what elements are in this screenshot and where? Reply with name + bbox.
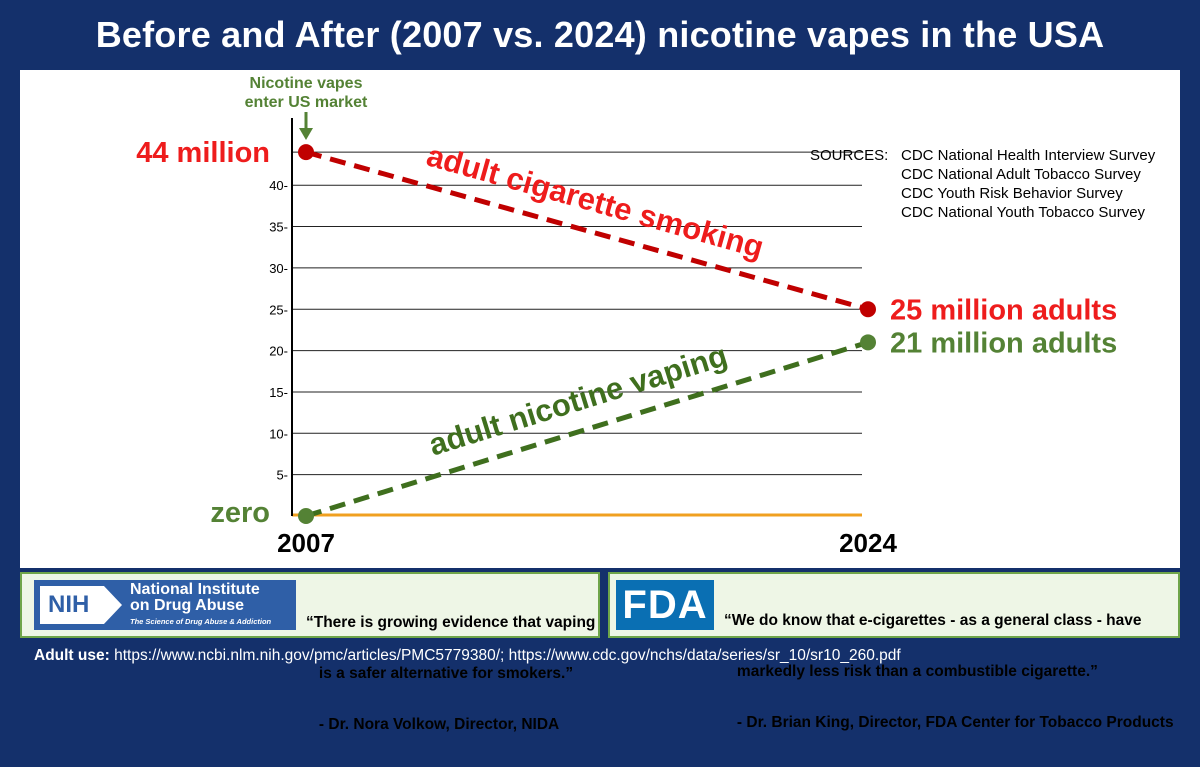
y-tick-label: 40- [269, 178, 288, 193]
fda-quote: “We do know that e-cigarettes - as a gen… [724, 578, 1174, 765]
y-tick-label: 20- [269, 344, 288, 359]
smoking-start-label: 44 million [136, 137, 270, 169]
nih-quote: “There is growing evidence that vaping i… [306, 580, 595, 767]
smoking-end-label: 25 million adults [890, 294, 1117, 326]
source-item: CDC National Youth Tobacco Survey [901, 204, 1146, 221]
y-axis-ticks: 5- 10- 15- 20- 25- 30- 35- 40- [269, 178, 288, 482]
page-title: Before and After (2007 vs. 2024) nicotin… [95, 14, 1105, 55]
fda-quote-line: - Dr. Brian King, Director, FDA Center f… [724, 714, 1174, 731]
smoking-point-2007 [298, 144, 314, 161]
y-tick-label: 10- [269, 426, 288, 441]
sources-label: SOURCES: [810, 147, 889, 164]
source-item: CDC Youth Risk Behavior Survey [901, 185, 1123, 202]
line-chart: 5- 10- 15- 20- 25- 30- 35- 40- Nicotine vapes e… [136, 75, 1117, 558]
nih-quote-line: is a safer alternative for smokers.” [306, 665, 574, 682]
x-tick-2024: 2024 [839, 528, 897, 558]
gridlines [292, 151, 862, 476]
y-tick-label: 35- [269, 220, 288, 235]
annotation-line-1: Nicotine vapes [250, 75, 363, 92]
y-tick-label: 25- [269, 302, 288, 317]
vaping-end-label: 21 million adults [890, 327, 1117, 359]
nih-name: National Institute on Drug Abuse [130, 582, 260, 614]
x-tick-2007: 2007 [277, 528, 335, 558]
source-item: CDC National Health Interview Survey [901, 147, 1156, 164]
y-tick-label: 5- [276, 468, 288, 483]
nih-logo: NIH National Institute on Drug Abuse The… [34, 580, 296, 630]
fda-quote-box: FDA “We do know that e-cigarettes - as a… [608, 572, 1180, 731]
vaping-series-line [305, 339, 869, 519]
nih-quote-line: - Dr. Nora Volkow, Director, NIDA [306, 716, 560, 733]
nih-tagline: The Science of Drug Abuse & Addiction [130, 617, 272, 626]
nih-name-line-2: on Drug Abuse [130, 597, 245, 614]
fda-quote-line: markedly less risk than a combustible ci… [724, 663, 1098, 680]
vaping-series-name: adult nicotine vaping [425, 338, 732, 463]
smoking-series-line [305, 149, 869, 312]
source-item: CDC National Adult Tobacco Survey [901, 166, 1141, 183]
vaping-point-2007 [298, 508, 314, 524]
nih-quote-line: “There is growing evidence that vaping [306, 614, 596, 631]
footer: Adult use: https://www.ncbi.nlm.nih.gov/… [34, 647, 901, 665]
y-tick-label: 15- [269, 385, 288, 400]
down-arrow-icon [299, 112, 313, 140]
chart-panel: 5- 10- 15- 20- 25- 30- 35- 40- Nicotine vapes e… [20, 70, 1180, 568]
y-tick-label: 30- [269, 261, 288, 276]
annotation-line-2: enter US market [245, 94, 368, 111]
smoking-point-2024 [860, 301, 876, 318]
footer-links: https://www.ncbi.nlm.nih.gov/pmc/article… [114, 647, 901, 664]
fda-logo: FDA [616, 580, 714, 630]
footer-label: Adult use: [34, 647, 110, 664]
nih-mark: NIH [40, 586, 122, 624]
vaping-point-2024 [860, 334, 876, 351]
nih-quote-box: NIH National Institute on Drug Abuse The… [20, 572, 600, 733]
nih-name-line-1: National Institute [130, 581, 260, 598]
vaping-start-label: zero [210, 497, 270, 529]
fda-quote-line: “We do know that e-cigarettes - as a gen… [724, 612, 1142, 629]
